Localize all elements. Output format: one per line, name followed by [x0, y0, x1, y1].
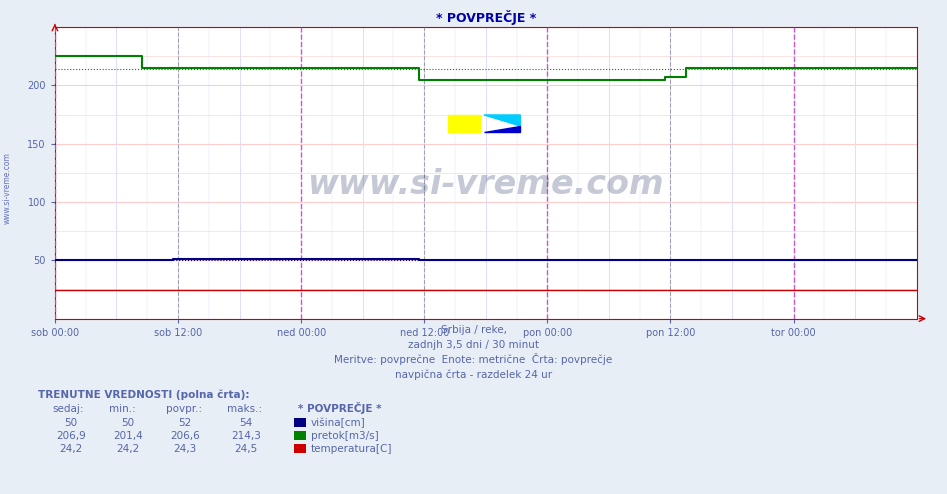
- Text: www.si-vreme.com: www.si-vreme.com: [308, 168, 664, 201]
- Polygon shape: [484, 115, 520, 126]
- Bar: [448, 115, 480, 132]
- Text: maks.:: maks.:: [227, 405, 262, 414]
- Text: temperatura[C]: temperatura[C]: [311, 444, 392, 453]
- Text: * POVPREČJE *: * POVPREČJE *: [298, 403, 382, 414]
- Text: višina[cm]: višina[cm]: [311, 417, 366, 428]
- Title: * POVPREČJE *: * POVPREČJE *: [436, 9, 536, 25]
- Text: povpr.:: povpr.:: [166, 405, 202, 414]
- Text: 24,2: 24,2: [60, 444, 82, 453]
- Text: 50: 50: [121, 418, 134, 428]
- Text: Meritve: povprečne  Enote: metrične  Črta: povprečje: Meritve: povprečne Enote: metrične Črta:…: [334, 353, 613, 365]
- Text: 24,2: 24,2: [116, 444, 139, 453]
- Text: TRENUTNE VREDNOSTI (polna črta):: TRENUTNE VREDNOSTI (polna črta):: [38, 389, 249, 400]
- Text: Srbija / reke,: Srbija / reke,: [440, 326, 507, 335]
- Text: pretok[m3/s]: pretok[m3/s]: [311, 431, 379, 441]
- Polygon shape: [484, 126, 520, 132]
- Text: 201,4: 201,4: [113, 431, 143, 441]
- Text: www.si-vreme.com: www.si-vreme.com: [3, 152, 12, 224]
- Text: 24,5: 24,5: [235, 444, 258, 453]
- Text: min.:: min.:: [109, 405, 135, 414]
- Text: zadnjh 3,5 dni / 30 minut: zadnjh 3,5 dni / 30 minut: [408, 340, 539, 350]
- Text: 24,3: 24,3: [173, 444, 196, 453]
- Text: sedaj:: sedaj:: [52, 405, 83, 414]
- Text: navpična črta - razdelek 24 ur: navpična črta - razdelek 24 ur: [395, 370, 552, 380]
- Text: 214,3: 214,3: [231, 431, 261, 441]
- Text: 206,6: 206,6: [170, 431, 200, 441]
- Text: 54: 54: [240, 418, 253, 428]
- Text: 206,9: 206,9: [56, 431, 86, 441]
- Text: 50: 50: [64, 418, 78, 428]
- Text: 52: 52: [178, 418, 191, 428]
